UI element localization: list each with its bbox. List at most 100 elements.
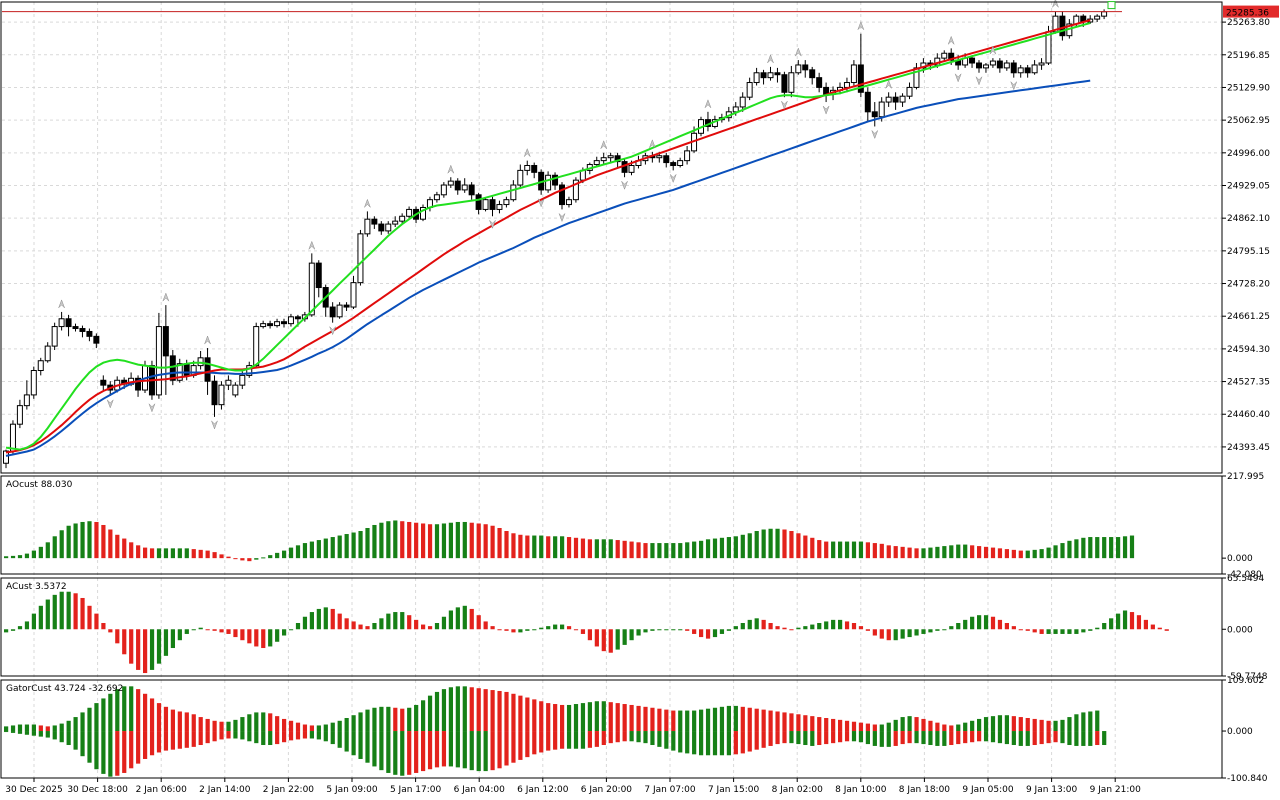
aocust-bar [31,550,36,559]
acust-bar [636,629,641,636]
gator-upper-bar [31,724,36,732]
fractal-up-icon [308,240,316,250]
acust-bar [184,629,189,634]
aocust-bar [893,546,898,559]
aocust-bar [1046,547,1051,559]
gator-upper-bar [1018,717,1023,732]
value-tick-label: 217.995 [1227,472,1264,482]
acust-bar [928,629,933,633]
time-tick-label: 2 Jan 14:00 [199,785,251,795]
gator-lower-bar [997,731,1003,744]
gator-lower-bar [963,731,968,744]
acust-bar [810,624,815,630]
acust-bar [1018,629,1023,631]
fractal-up-icon [947,35,955,45]
acust-bar [587,629,592,641]
gator-lower-bar [643,731,648,744]
aocust-bar [358,531,363,559]
acust-bar [768,623,773,630]
acust-bar [414,619,419,630]
aocust-bar [1025,550,1030,559]
gator-upper-bar [796,714,801,732]
aocust-bar [935,546,940,559]
candle-body [232,384,239,396]
aocust-bar [45,542,50,559]
candle-body [218,384,225,406]
acust-bar [914,629,919,636]
candle-body [1059,15,1066,37]
candle-body [976,62,982,69]
gator-upper-bar [865,723,870,732]
gator-upper-bar [601,701,606,732]
candle-body [524,165,531,171]
aocust-bar [1032,549,1037,559]
gator-lower-bar [483,731,488,772]
fractal-up-icon [767,54,774,64]
candle-body [406,208,413,217]
acust-bar [803,626,808,630]
gator-lower-bar [928,731,933,746]
price-tick-label: 24862.10 [1227,214,1270,224]
acust-bar [1143,619,1148,630]
value-tick-label: 65.5494 [1227,574,1264,584]
acust-bar [282,629,287,636]
acust-bar [1074,629,1079,634]
candle-body [294,316,301,320]
gator-upper-bar [24,724,30,732]
gator-upper-bar [761,709,766,732]
gator-lower-bar [594,731,599,747]
acust-bar [455,607,460,630]
aocust-bar [462,521,467,559]
sub1-label: AOcust 88.030 [6,480,73,490]
acust-bar [288,629,294,631]
gator-upper-bar [1025,718,1030,732]
gator-upper-bar [226,721,231,732]
acust-bar [1164,629,1169,631]
gator-upper-bar [1046,720,1051,732]
gator-upper-bar [963,722,968,732]
candle-body [802,64,809,71]
aocust-bar [233,558,238,560]
price-tick-label: 24728.20 [1227,280,1270,290]
gator-upper-bar [775,711,780,732]
acust-bar [1129,612,1135,630]
aocust-bar [441,523,447,559]
gator-upper-bar [879,724,884,732]
gator-upper-bar [824,718,829,732]
aocust-bar [136,545,141,559]
gator-lower-bar [309,731,314,739]
candle-body [23,394,30,407]
gator-lower-bar [52,731,57,740]
gator-lower-bar [316,731,321,740]
gator-upper-bar [518,695,523,732]
acust-bar [316,608,321,630]
fractal-up-icon [649,139,656,149]
candle-body [503,199,510,206]
candle-body [1003,62,1010,69]
acust-bar [608,629,613,653]
gator-upper-bar [73,717,78,732]
gator-lower-bar [608,731,613,744]
candle-body [843,82,850,88]
candle-body [969,57,976,64]
time-tick-label: 6 Jan 20:00 [581,785,633,795]
fractal-down-icon [211,420,218,430]
gator-upper-bar [712,707,718,732]
aocust-bar [573,537,579,559]
aocust-bar [997,548,1003,559]
gator-upper-bar [17,724,23,732]
gator-upper-bar [747,707,752,732]
acust-bar [233,629,238,638]
candle-body [982,64,989,69]
gator-lower-bar [4,731,9,733]
gator-upper-bar [448,687,453,732]
panel-frame [0,577,1223,677]
gator-lower-bar [671,731,676,751]
aocust-bar [1039,549,1044,559]
acust-bar [1122,610,1128,630]
aocust-bar [594,539,599,559]
gator-lower-bar [156,731,162,753]
aocust-bar [316,540,321,559]
